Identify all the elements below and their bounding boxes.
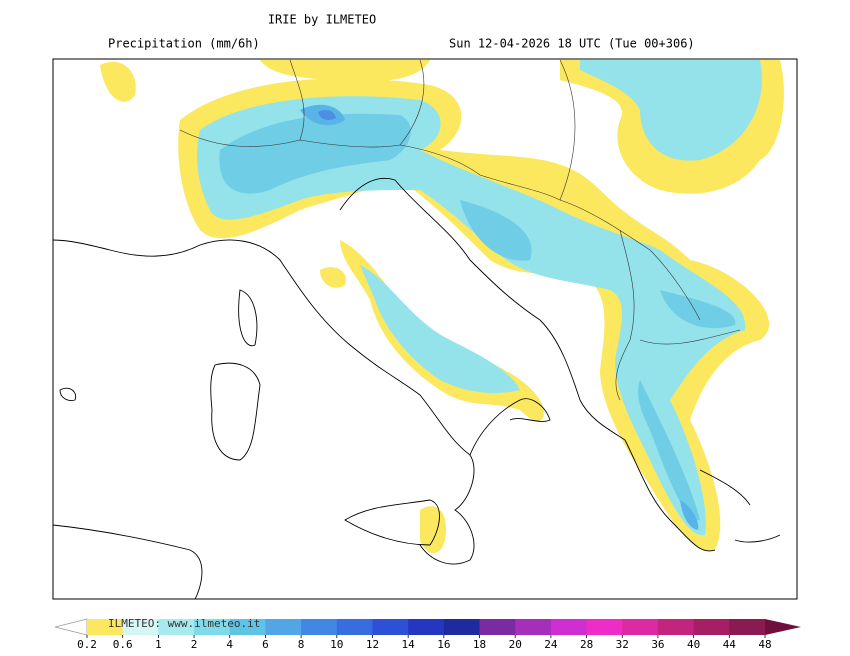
color-swatch	[372, 619, 409, 635]
colorbar-label: 48	[758, 638, 771, 651]
color-swatch	[693, 619, 730, 635]
title: IRIE by ILMETEO	[268, 13, 376, 27]
color-swatch	[729, 619, 766, 635]
colorbar-label: 12	[366, 638, 379, 651]
color-swatch	[657, 619, 695, 635]
over-arrow	[765, 619, 801, 635]
coastlines	[53, 177, 781, 599]
colorbar-label: 0.2	[77, 638, 97, 651]
colorbar: 0.2 0.6 1 2 4 6 8 10 12 14 16 18 20 24 28 32 36 40 44 48ILM…	[54, 617, 801, 651]
color-swatch	[550, 619, 588, 635]
colorbar-label: 16	[437, 638, 450, 651]
color-swatch	[336, 619, 373, 635]
color-swatch	[515, 619, 552, 635]
color-swatch	[122, 619, 159, 635]
color-swatch	[408, 619, 445, 635]
borders	[179, 59, 741, 401]
color-swatch	[622, 619, 659, 635]
colorbar-label: 8	[298, 638, 305, 651]
valid-time: Sun 12-04-2026 18 UTC (Tue 00+306)	[449, 37, 695, 51]
variable-label: Precipitation (mm/6h)	[108, 37, 260, 51]
color-swatch	[586, 619, 623, 635]
colorbar-label: 18	[473, 638, 486, 651]
precipitation-field	[100, 60, 784, 554]
color-swatch	[479, 619, 516, 635]
colorbar-label: 32	[616, 638, 629, 651]
under-arrow	[54, 618, 88, 636]
color-swatch	[87, 619, 124, 635]
colorbar-label: 6	[262, 638, 269, 651]
map-frame	[52, 58, 798, 600]
colorbar-label: 1	[155, 638, 162, 651]
colorbar-label: 0.6	[113, 638, 133, 651]
color-swatch	[265, 619, 302, 635]
colorbar-label: 14	[402, 638, 416, 651]
colorbar-label: 2	[191, 638, 198, 651]
colorbar-label: 20	[509, 638, 522, 651]
colorbar-label: 44	[723, 638, 737, 651]
watermark: ILMETEO: www.ilmeteo.it	[108, 617, 260, 630]
color-swatch	[158, 619, 195, 635]
map	[52, 58, 798, 600]
color-swatch	[443, 619, 481, 635]
color-swatch	[194, 619, 231, 635]
color-swatch	[229, 619, 266, 635]
colorbar-label: 10	[330, 638, 343, 651]
colorbar-label: 4	[226, 638, 233, 651]
colorbar-label: 40	[687, 638, 700, 651]
colorbar-label: 28	[580, 638, 593, 651]
colorbar-label: 36	[651, 638, 664, 651]
colorbar-label: 24	[544, 638, 558, 651]
color-swatch	[301, 619, 338, 635]
